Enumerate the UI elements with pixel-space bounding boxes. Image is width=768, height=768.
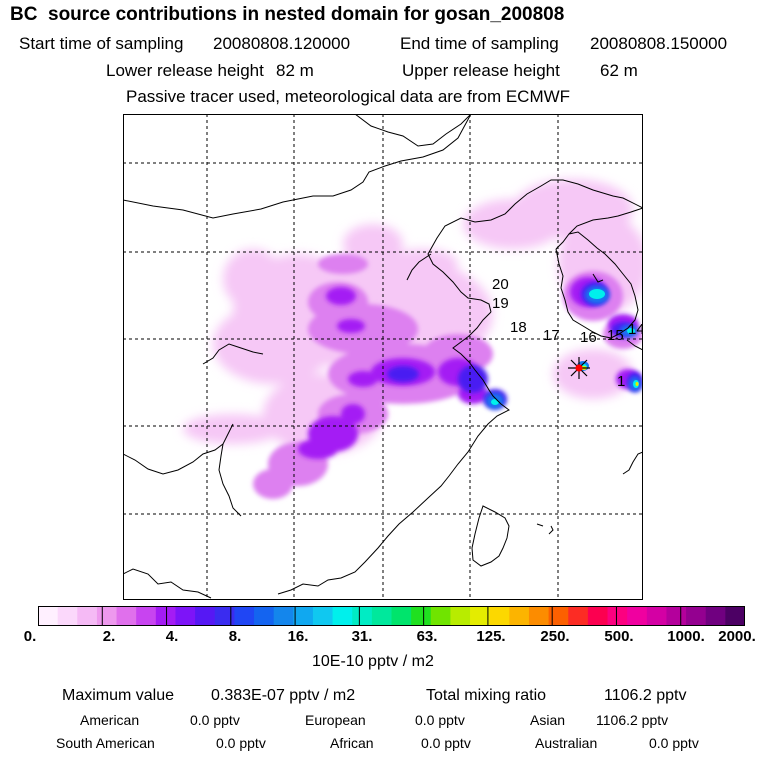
colorbar-tick-label: 0. <box>23 628 37 645</box>
map-frame <box>123 114 643 600</box>
region-name: Australian <box>535 735 598 751</box>
colorbar-swatch <box>195 606 216 626</box>
colorbar-swatch <box>77 606 98 626</box>
colorbar-tick-label: 63. <box>416 628 438 645</box>
coastlines <box>123 114 643 599</box>
colorbar-swatch <box>509 606 530 626</box>
colorbar-swatch <box>312 606 334 626</box>
receptor-star-icon <box>568 357 590 379</box>
colorbar-swatch <box>332 606 353 626</box>
colorbar-swatch <box>234 606 255 626</box>
colorbar-swatch <box>293 606 314 626</box>
start-time-value: 20080808.120000 <box>213 34 351 53</box>
colorbar-tick-label: 8. <box>228 628 242 645</box>
colorbar-swatch <box>686 606 707 626</box>
colorbar-swatch <box>627 606 648 626</box>
region-value: 0.0 pptv <box>415 712 465 728</box>
colorbar-swatch <box>607 606 628 626</box>
source-contribution-map: 20 19 18 17 16 15 14 1 <box>123 114 643 600</box>
colorbar-swatch <box>175 606 196 626</box>
lat-lon-grid <box>123 114 643 600</box>
colorbar-swatch <box>273 606 294 626</box>
colorbar-swatch <box>528 606 550 626</box>
colorbar-swatch <box>548 606 569 626</box>
colorbar-tick-label: 500. <box>604 628 634 645</box>
colorbar-swatch <box>116 606 137 626</box>
colorbar-swatch <box>136 606 157 626</box>
trajectory-label: 15 <box>607 327 624 344</box>
plot-title: BC source contributions in nested domain… <box>10 4 565 25</box>
colorbar <box>38 606 745 626</box>
trajectory-label: 1 <box>617 373 625 390</box>
colorbar-swatch <box>155 606 176 626</box>
colorbar-swatch <box>352 606 373 626</box>
colorbar-swatch <box>254 606 275 626</box>
trajectory-label: 19 <box>492 295 509 312</box>
colorbar-tick-label: 2000. <box>718 628 756 645</box>
end-time-label: End time of sampling <box>400 34 559 53</box>
region-value: 0.0 pptv <box>190 712 240 728</box>
colorbar-swatch <box>450 606 471 626</box>
total-mixing-value: 1106.2 pptv <box>604 687 687 704</box>
colorbar-tick-label: 250. <box>540 628 570 645</box>
colorbar-swatch <box>705 606 726 626</box>
colorbar-swatch <box>411 606 432 626</box>
max-value-label: Maximum value <box>62 687 175 704</box>
colorbar-swatch <box>470 606 491 626</box>
colorbar-tick-label: 2. <box>102 628 116 645</box>
trajectory-label: 18 <box>510 319 527 336</box>
lower-height-label: Lower release height <box>106 61 264 80</box>
region-name: European <box>305 712 366 728</box>
region-value: 0.0 pptv <box>421 735 471 751</box>
colorbar-swatch <box>38 606 59 626</box>
colorbar-tick-label: 4. <box>165 628 179 645</box>
colorbar-frame <box>38 606 745 626</box>
colorbar-swatch <box>489 606 510 626</box>
colorbar-swatch <box>371 606 392 626</box>
total-mixing-label: Total mixing ratio <box>426 687 547 704</box>
colorbar-swatch <box>391 606 412 626</box>
trajectory-label: 16 <box>580 329 597 346</box>
concentration-field <box>183 179 643 499</box>
colorbar-swatch <box>666 606 687 626</box>
colorbar-swatch <box>646 606 667 626</box>
colorbar-swatch <box>96 606 118 626</box>
colorbar-tick-label: 125. <box>476 628 506 645</box>
trajectory-labels: 20 19 18 17 16 15 14 1 <box>492 276 643 390</box>
colorbar-swatch <box>430 606 451 626</box>
region-value: 0.0 pptv <box>649 735 699 751</box>
upper-height-value: 62 m <box>600 61 638 80</box>
region-value: 0.0 pptv <box>216 735 266 751</box>
trajectory-label: 14 <box>628 321 643 338</box>
region-value: 1106.2 pptv <box>596 712 669 728</box>
end-time-value: 20080808.150000 <box>590 34 728 53</box>
colorbar-tick-label: 31. <box>351 628 373 645</box>
region-name: Asian <box>530 712 566 728</box>
colorbar-swatch <box>57 606 78 626</box>
max-value: 0.383E-07 pptv / m2 <box>211 687 356 704</box>
colorbar-tick-label: 16. <box>287 628 309 645</box>
colorbar-swatch <box>587 606 609 626</box>
colorbar-swatch <box>214 606 235 626</box>
tracer-note: Passive tracer used, meteorological data… <box>126 87 571 106</box>
lower-height-value: 82 m <box>276 61 314 80</box>
colorbar-units: 10E-10 pptv / m2 <box>312 653 434 670</box>
colorbar-tick-label: 1000. <box>667 628 705 645</box>
trajectory-label: 17 <box>543 327 560 344</box>
start-time-label: Start time of sampling <box>19 34 184 53</box>
colorbar-swatch <box>568 606 589 626</box>
region-name: African <box>330 735 374 751</box>
trajectory-label: 20 <box>492 276 509 293</box>
colorbar-swatch <box>725 606 745 626</box>
upper-height-label: Upper release height <box>402 61 560 80</box>
region-name: South American <box>56 735 155 751</box>
region-name: American <box>80 712 140 728</box>
